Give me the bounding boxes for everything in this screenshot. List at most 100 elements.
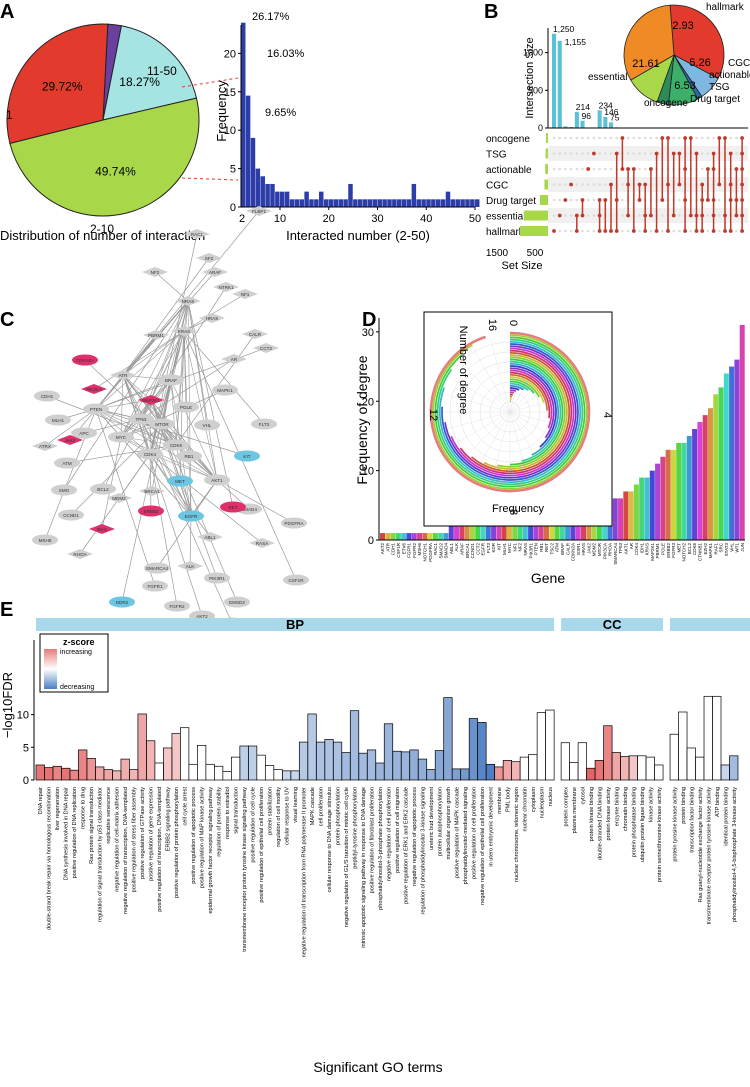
matrix-dot-empty <box>650 152 653 155</box>
matrix-dot-empty <box>558 168 561 171</box>
gene-tick-label: SMAD2 <box>438 543 443 559</box>
matrix-dot-empty <box>587 183 590 186</box>
matrix-dot-empty <box>701 137 704 140</box>
hist-bar <box>363 199 367 207</box>
gene-tick-label: ALK <box>454 543 459 552</box>
network-node-label: ARAF <box>209 270 221 275</box>
gene-tick-label: FGFR2 <box>412 543 417 558</box>
hist-bar <box>446 192 450 207</box>
degree-bar <box>671 450 676 540</box>
gene-tick-label: ETV6 <box>401 543 406 555</box>
go-term-label: nucleus <box>548 787 554 806</box>
hist-bar <box>329 199 333 207</box>
go-term-label: multicellular organism growth <box>446 787 452 859</box>
network-node-label: APC <box>79 431 89 436</box>
network-edge <box>121 375 123 437</box>
degree-bar <box>650 471 655 540</box>
hist-bar <box>314 199 318 207</box>
matrix-dot-empty <box>729 137 732 140</box>
go-term-bar <box>587 768 595 780</box>
matrix-dot <box>712 152 716 156</box>
matrix-dot-empty <box>718 214 721 217</box>
network-node-label: ALK <box>186 564 196 569</box>
hist-bar <box>441 199 445 207</box>
inset-title: Number of degree <box>457 326 469 415</box>
gene-tick-label: NRAS <box>523 543 528 556</box>
matrix-dot-empty <box>735 137 738 140</box>
matrix-dot-empty <box>576 168 579 171</box>
matrix-dot <box>740 198 744 202</box>
hist-bar <box>309 199 313 207</box>
matrix-dot-empty <box>604 137 607 140</box>
go-term-bar <box>36 765 44 780</box>
matrix-dot <box>660 198 664 202</box>
network-edges <box>45 211 296 623</box>
network-node-label: CDH1 <box>41 394 54 399</box>
matrix-dot <box>689 136 693 140</box>
matrix-dot-empty <box>655 137 658 140</box>
matrix-dot-empty <box>638 152 641 155</box>
hist-y-label: Frequency <box>214 80 229 142</box>
matrix-dot <box>598 214 602 218</box>
matrix-dot-empty <box>718 230 721 233</box>
matrix-dot-empty <box>638 137 641 140</box>
network-node-label: KRAS <box>178 329 191 334</box>
network-node-label: EMSD2 <box>229 600 245 605</box>
matrix-dot <box>552 229 556 233</box>
matrix-dot-empty <box>621 214 624 217</box>
matrix-dot-empty <box>553 137 556 140</box>
network-node-label: SMO <box>59 488 70 493</box>
go-term-bar <box>342 753 350 780</box>
go-y-tick-label: 5 <box>23 742 29 754</box>
network-node-label: NTRK1 <box>218 285 234 290</box>
matrix-dot-empty <box>638 214 641 217</box>
matrix-dot-empty <box>587 199 590 202</box>
matrix-dot-empty <box>672 230 675 233</box>
network-node-label: MET <box>175 479 185 484</box>
gene-tick-label: MTOR <box>597 542 602 556</box>
go-term-label: protein kinase binding <box>589 787 595 841</box>
go-term-bar <box>503 760 511 780</box>
network-node-label: FLT3 <box>259 422 270 427</box>
go-term-label: protein phosphorylation <box>336 787 342 845</box>
network-node-label: CSF1R <box>288 578 304 583</box>
hist-annotation: 16.03% <box>267 48 305 60</box>
matrix-dot <box>621 167 625 171</box>
hist-bar <box>256 169 260 207</box>
go-term-bar <box>730 756 738 780</box>
matrix-dot <box>672 214 676 218</box>
matrix-dot <box>729 229 733 233</box>
matrix-dot-empty <box>581 137 584 140</box>
matrix-dot <box>723 214 727 218</box>
network-node-label: CDK4 <box>144 452 157 457</box>
matrix-dot-empty <box>553 168 556 171</box>
hist-y-tick-label: 0 <box>230 202 236 214</box>
go-term-bar <box>121 759 129 780</box>
gene-tick-label: PIK3CA <box>602 543 607 559</box>
matrix-dot <box>712 167 716 171</box>
go-term-label: epidermal growth factor receptor signali… <box>208 787 214 914</box>
gene-tick-label: WT1 <box>735 543 740 553</box>
go-term-bar <box>646 757 654 780</box>
gene-tick-label: PTEN <box>534 543 539 555</box>
go-term-label: phosphatidylinositol-4,5-bisphosphate 3-… <box>732 787 738 922</box>
pie-category-label: TSG <box>709 82 730 93</box>
matrix-dot-empty <box>553 152 556 155</box>
degree-bar <box>412 533 417 540</box>
upset-y-label: Intersection Size <box>524 37 536 118</box>
gene-tick-label: BRCA1 <box>465 543 470 559</box>
matrix-dot-empty <box>576 183 579 186</box>
hist-bar <box>334 199 338 207</box>
go-term-label: positive regulation of gene expression <box>149 787 155 881</box>
matrix-dot-empty <box>627 230 630 233</box>
hist-y-tick-label: 5 <box>230 164 236 176</box>
hist-bar <box>397 199 401 207</box>
pie-value-label: 21.61 <box>632 58 660 70</box>
matrix-dot <box>706 198 710 202</box>
hist-bar <box>295 199 299 207</box>
go-term-bar <box>316 742 324 780</box>
network-edge <box>103 419 141 489</box>
go-term-label: cell cycle arrest <box>183 787 189 826</box>
go-term-label: regulation of protein stability <box>217 787 223 857</box>
go-y-tick-label: 10 <box>17 710 29 722</box>
